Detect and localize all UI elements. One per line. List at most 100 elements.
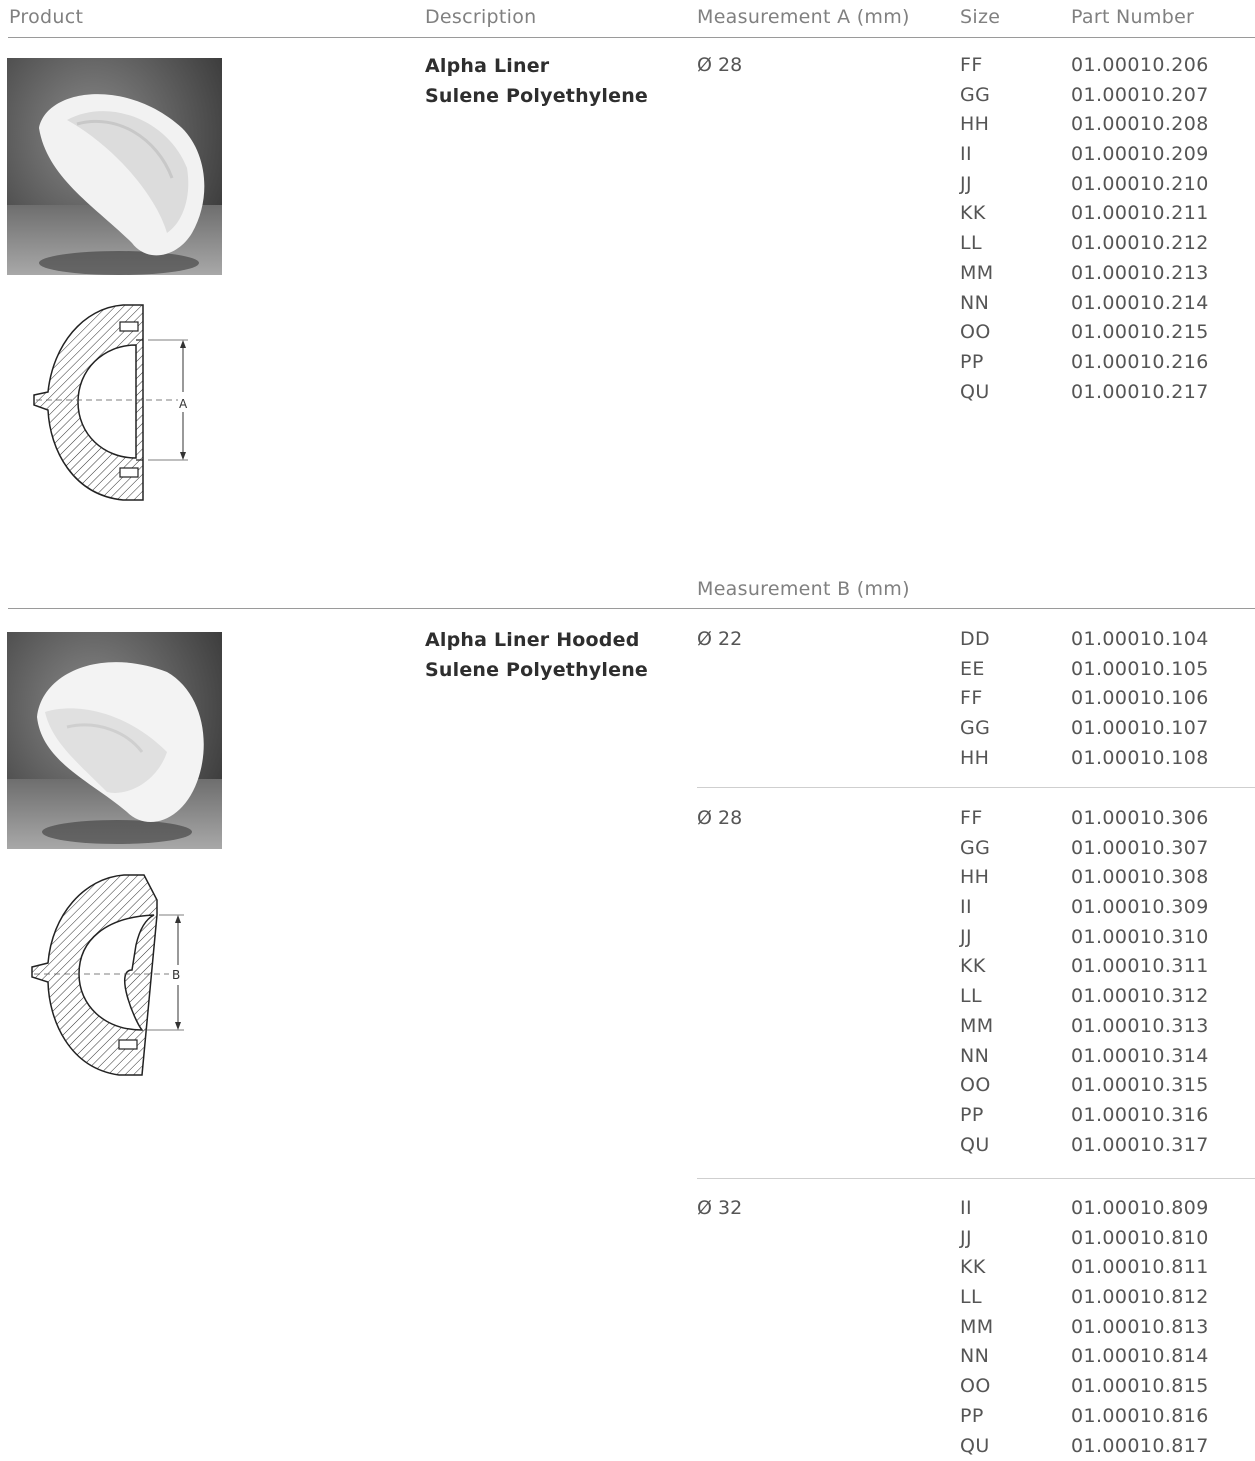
part-number-value: 01.00010.315 — [1071, 1071, 1209, 1101]
product-material: Sulene Polyethylene — [425, 655, 648, 685]
size-value: DD — [960, 625, 990, 655]
part-number-value: 01.00010.307 — [1071, 834, 1209, 864]
header-divider — [8, 37, 1255, 38]
size-value: HH — [960, 863, 994, 893]
size-value: PP — [960, 1101, 994, 1131]
part-number-value: 01.00010.210 — [1071, 170, 1209, 200]
part-number-value: 01.00010.809 — [1071, 1194, 1209, 1224]
part-number-value: 01.00010.314 — [1071, 1042, 1209, 1072]
measurement-value: Ø 28 — [697, 54, 742, 76]
size-value: NN — [960, 1342, 994, 1372]
product-title-alpha-liner: Alpha Liner — [425, 51, 648, 81]
size-value: GG — [960, 81, 994, 111]
part-number-value: 01.00010.817 — [1071, 1432, 1209, 1461]
part-number-value: 01.00010.308 — [1071, 863, 1209, 893]
part-number-value: 01.00010.317 — [1071, 1131, 1209, 1161]
part-number-value: 01.00010.106 — [1071, 684, 1209, 714]
part-number-value: 01.00010.312 — [1071, 982, 1209, 1012]
size-value: MM — [960, 1012, 994, 1042]
part-number-value: 01.00010.214 — [1071, 289, 1209, 319]
part-number-value: 01.00010.104 — [1071, 625, 1209, 655]
part-number-value: 01.00010.209 — [1071, 140, 1209, 170]
size-value: FF — [960, 684, 990, 714]
size-value: JJ — [960, 923, 994, 953]
size-value: KK — [960, 1253, 994, 1283]
product-name: Alpha Liner Sulene Polyethylene — [425, 51, 648, 111]
size-value: II — [960, 893, 994, 923]
size-value: NN — [960, 1042, 994, 1072]
size-value: MM — [960, 1313, 994, 1343]
header-product: Product — [9, 6, 83, 28]
size-value: PP — [960, 1402, 994, 1432]
part-number-value: 01.00010.310 — [1071, 923, 1209, 953]
size-value: HH — [960, 744, 990, 774]
part-number-value: 01.00010.215 — [1071, 318, 1209, 348]
size-value: FF — [960, 51, 994, 81]
part-number-value: 01.00010.211 — [1071, 199, 1209, 229]
size-value: NN — [960, 289, 994, 319]
size-value: EE — [960, 655, 990, 685]
size-value: QU — [960, 1131, 994, 1161]
part-number-value: 01.00010.107 — [1071, 714, 1209, 744]
size-value: QU — [960, 378, 994, 408]
size-value: JJ — [960, 170, 994, 200]
size-value: KK — [960, 199, 994, 229]
part-number-value: 01.00010.810 — [1071, 1224, 1209, 1254]
alpha-liner-photo — [7, 58, 222, 275]
size-value: GG — [960, 714, 990, 744]
part-number-value: 01.00010.206 — [1071, 51, 1209, 81]
size-value: OO — [960, 318, 994, 348]
section-divider — [8, 608, 1255, 609]
product-name: Alpha Liner Hooded Sulene Polyethylene — [425, 625, 648, 685]
size-value: OO — [960, 1071, 994, 1101]
part-number-value: 01.00010.815 — [1071, 1372, 1209, 1402]
part-number-value: 01.00010.811 — [1071, 1253, 1209, 1283]
part-number-value: 01.00010.212 — [1071, 229, 1209, 259]
group-divider — [697, 1178, 1255, 1179]
header-size: Size — [960, 6, 1000, 28]
part-number-value: 01.00010.208 — [1071, 110, 1209, 140]
group-divider — [697, 787, 1255, 788]
header-measurement-b: Measurement B (mm) — [697, 578, 910, 600]
part-number-value: 01.00010.306 — [1071, 804, 1209, 834]
size-value: HH — [960, 110, 994, 140]
size-value: KK — [960, 952, 994, 982]
part-number-value: 01.00010.216 — [1071, 348, 1209, 378]
product-title-alpha-liner-hooded: Alpha Liner Hooded — [425, 625, 648, 655]
size-value: LL — [960, 1283, 994, 1313]
size-value: JJ — [960, 1224, 994, 1254]
header-part-number: Part Number — [1071, 6, 1194, 28]
dimension-label-a: A — [179, 397, 188, 411]
header-measurement-a: Measurement A (mm) — [697, 6, 910, 28]
alpha-liner-hooded-cross-section-diagram: B — [24, 870, 194, 1080]
size-value: LL — [960, 982, 994, 1012]
part-number-value: 01.00010.316 — [1071, 1101, 1209, 1131]
dimension-label-b: B — [172, 968, 180, 982]
measurement-value: Ø 22 — [697, 628, 742, 650]
size-value: OO — [960, 1372, 994, 1402]
part-number-value: 01.00010.814 — [1071, 1342, 1209, 1372]
alpha-liner-cross-section-diagram: A — [28, 300, 198, 505]
measurement-value: Ø 32 — [697, 1197, 742, 1219]
size-value: GG — [960, 834, 994, 864]
header-description: Description — [425, 6, 537, 28]
measurement-value: Ø 28 — [697, 807, 742, 829]
size-value: II — [960, 1194, 994, 1224]
part-number-value: 01.00010.207 — [1071, 81, 1209, 111]
product-material: Sulene Polyethylene — [425, 81, 648, 111]
part-number-value: 01.00010.213 — [1071, 259, 1209, 289]
part-number-value: 01.00010.217 — [1071, 378, 1209, 408]
size-value: PP — [960, 348, 994, 378]
part-number-value: 01.00010.311 — [1071, 952, 1209, 982]
size-value: MM — [960, 259, 994, 289]
size-value: QU — [960, 1432, 994, 1461]
part-number-value: 01.00010.813 — [1071, 1313, 1209, 1343]
